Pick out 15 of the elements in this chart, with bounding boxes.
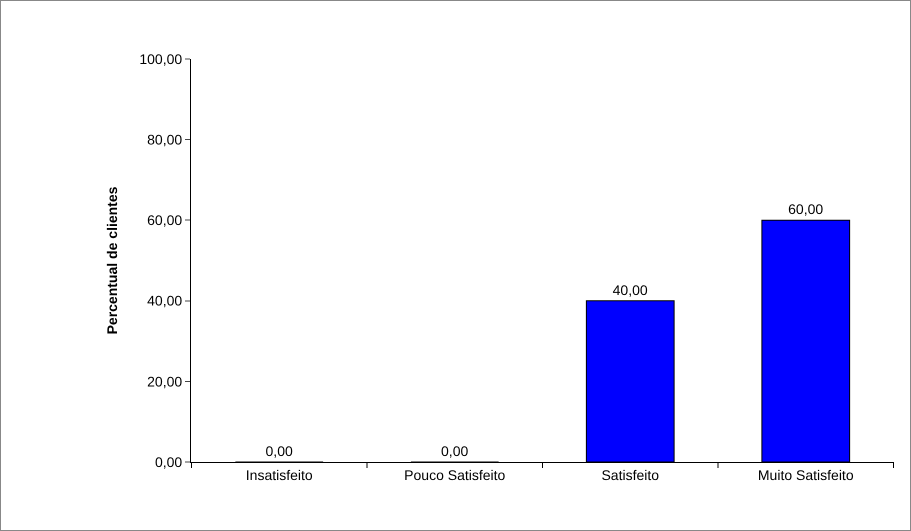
y-tick-label: 80,00 <box>147 132 182 148</box>
y-tick-label: 100,00 <box>139 50 182 67</box>
x-tick-label: Satisfeito <box>601 466 660 483</box>
x-tick-label: Muito Satisfeito <box>758 466 854 483</box>
x-tick-label: Pouco Satisfeito <box>404 466 506 483</box>
data-label: 0,00 <box>441 443 468 459</box>
data-label: 0,00 <box>266 443 293 459</box>
y-tick-label: 0,00 <box>154 454 182 470</box>
x-tick-label: Insatisfeito <box>246 466 313 483</box>
y-tick-label: 40,00 <box>147 292 182 309</box>
data-label: 40,00 <box>612 282 648 298</box>
y-axis-title: Percentual de clientes <box>104 186 120 334</box>
data-label: 60,00 <box>788 201 824 218</box>
y-tick-label: 60,00 <box>147 212 182 228</box>
y-tick-label: 20,00 <box>147 373 182 390</box>
